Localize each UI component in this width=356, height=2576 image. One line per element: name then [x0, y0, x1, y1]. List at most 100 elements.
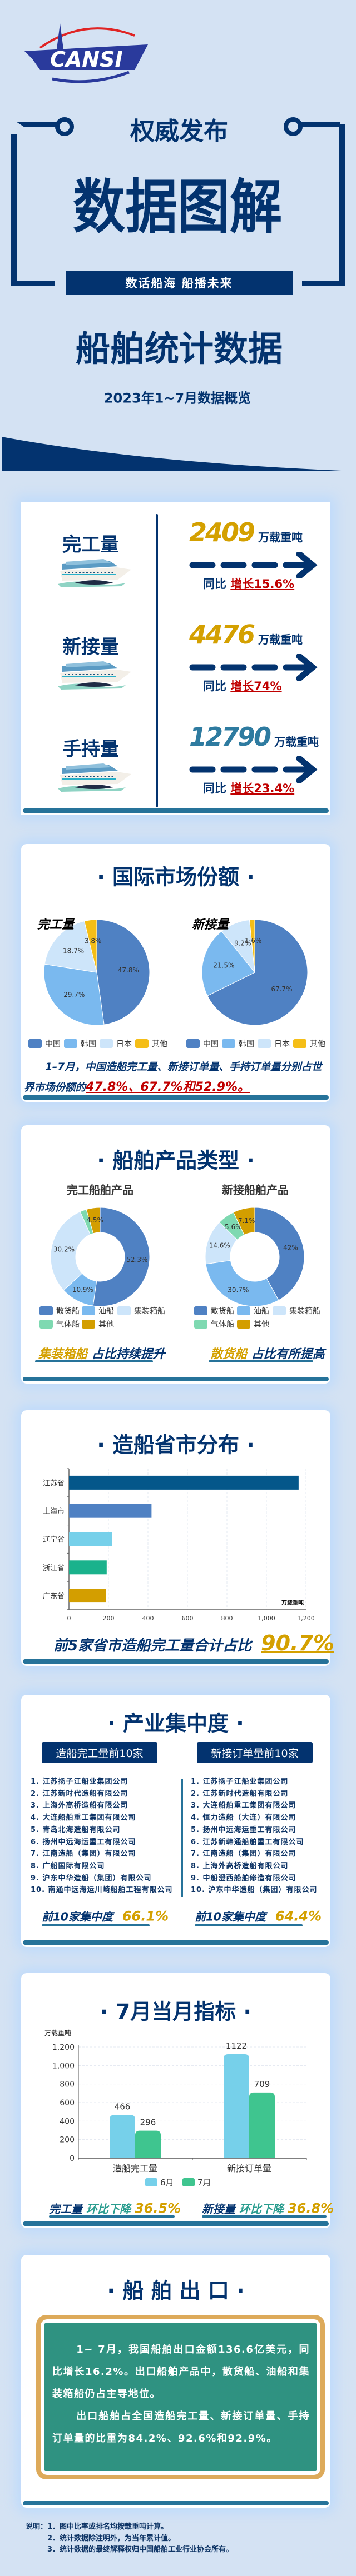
- card-bottom-bar: [23, 2221, 329, 2226]
- slice-其他: [249, 919, 255, 973]
- legend-label: 日本: [274, 1040, 290, 1049]
- section-title: · 船舶产品类型 ·: [97, 1148, 255, 1173]
- card-bottom-bar: [23, 808, 329, 813]
- company-list-item: 3. 大连船舶重工集团有限公司: [191, 1801, 296, 1810]
- provinces-bar-chart: 0 200 400 600 800 1,000 1,200 江苏省上海市辽宁省浙江省广东省万载…: [43, 1468, 315, 1622]
- yoy-change: 同比 增长23.4%: [203, 780, 294, 796]
- slogan-text: 数话船海 船播未来: [125, 277, 233, 290]
- slogan-banner: 数话船海 船播未来: [66, 271, 293, 295]
- tagline-right: 散货船 占比有所提高: [210, 1344, 325, 1362]
- legend-swatch: [39, 1306, 53, 1315]
- metric-label: 完工量: [62, 533, 119, 556]
- slice-label: 29.7%: [63, 991, 85, 999]
- slice-label: 5.6%: [225, 1223, 242, 1231]
- legend-label: 其他: [152, 1040, 167, 1049]
- cruise-ship-icon: [56, 660, 134, 692]
- unit-label: 万载重吨: [44, 2029, 71, 2037]
- company-list-item: 1. 江苏扬子江船业集团公司: [191, 1778, 289, 1786]
- card-bottom-bar: [23, 1377, 329, 1381]
- bar-6月-造船完工量: [110, 2115, 135, 2158]
- y-tick-label: 0: [70, 2154, 75, 2163]
- legend-label: 其他: [254, 1320, 269, 1329]
- note-item: 2．统计数据除注明外，为当年累计值。: [47, 2534, 176, 2543]
- summary-label: 前10家集中度: [42, 1910, 113, 1924]
- provinces-summary: 前5家省市造船完工量合计占比 90.7%: [53, 1631, 334, 1655]
- y-tick-label: 1,200: [52, 2043, 75, 2052]
- legend-item: 油船: [82, 1305, 114, 1316]
- legend-label: 韩国: [239, 1040, 254, 1049]
- category-label: 造船完工量: [113, 2163, 157, 2174]
- company-list-item: 10. 沪东中华造船（集团）有限公司: [191, 1886, 318, 1895]
- note-item: 1．图中比率或排名均按载重吨计算。: [47, 2523, 169, 2531]
- market-note-text: 1–7月，中国造船完工量、新接订单量、手持订单量分别占世界市场份额的: [24, 1061, 322, 1094]
- slice-label: 30.2%: [53, 1245, 75, 1253]
- yoy-prefix: 同比: [203, 577, 226, 591]
- tagline-highlight: 散货船: [210, 1347, 248, 1361]
- yoy-change: 同比 增长15.6%: [203, 575, 294, 592]
- company-list-item: 6. 扬州中远海运重工有限公司: [31, 1838, 136, 1846]
- slice-集装箱船: [50, 1211, 91, 1291]
- legend-label: 集装箱船: [134, 1307, 165, 1316]
- chart-title: 完工船舶产品: [67, 1183, 134, 1197]
- tagline-highlight: 集装箱船: [38, 1347, 88, 1361]
- footnotes: 说明： 1．图中比率或排名均按载重吨计算。 2．统计数据除注明外，为当年累计值。 3…: [26, 2522, 233, 2556]
- slice-label: 42%: [283, 1244, 298, 1251]
- metric-unit: 万载重吨: [274, 735, 319, 748]
- data-label: 709: [254, 2079, 270, 2089]
- market-note: 1–7月，中国造船完工量、新接订单量、手持订单量分别占世界市场份额的47.8%、…: [24, 1057, 328, 1098]
- tagline-value: 36.8%: [287, 2200, 334, 2216]
- slice-散货船: [92, 1207, 150, 1307]
- summary-label: 前10家集中度: [195, 1910, 266, 1924]
- legend-item: 集装箱船: [273, 1305, 320, 1316]
- legend-label: 油船: [254, 1307, 269, 1316]
- legend-label: 气体船: [211, 1320, 234, 1329]
- legend-item: 散货船: [194, 1305, 234, 1316]
- legend-swatch: [64, 1039, 77, 1048]
- underline: [49, 2215, 175, 2218]
- card-bottom-bar: [23, 1659, 329, 1664]
- company-list-item: 2. 江苏新时代造船有限公司: [31, 1789, 128, 1798]
- legend-swatch: [194, 1320, 207, 1329]
- metric-label: 新接量: [62, 636, 119, 658]
- product-types-card: · 船舶产品类型 · 完工船舶产品 新接船舶产品 52.3% 10.9% 30.2%…: [21, 1125, 330, 1384]
- x-tick-label: 1,200: [297, 1615, 315, 1622]
- legend-swatch: [194, 1306, 207, 1315]
- slice-label: 7.1%: [238, 1217, 255, 1225]
- export-paragraph: 出口船舶占全国造船完工量、新接订单量、手持订单量的比重为84.2%、92.6%和…: [52, 2410, 310, 2444]
- card-bottom-bar: [23, 2501, 329, 2505]
- tagline-label: 新接量: [202, 2202, 235, 2216]
- slice-其他: [233, 1207, 255, 1235]
- legend-swatch: [222, 1039, 235, 1048]
- metric-unit: 万载重吨: [258, 531, 303, 544]
- orders-top10-list: 1. 江苏扬子江船业集团公司 2. 江苏新时代造船有限公司 3. 大连船舶重工集团有…: [191, 1776, 318, 1896]
- slice-韩国: [43, 963, 105, 1026]
- slice-日本: [44, 921, 97, 973]
- yoy-value: 增长23.4%: [230, 782, 295, 795]
- metric-value: 4476: [189, 620, 255, 650]
- period-text: 2023年1~7月数据概览: [103, 390, 251, 406]
- underline: [42, 1924, 150, 1926]
- legend-swatch: [145, 2178, 157, 2186]
- legend-swatch: [117, 1306, 131, 1315]
- metric-value-row: 2409 万载重吨: [189, 517, 303, 547]
- tagline-text: 占比有所提高: [247, 1347, 325, 1361]
- company-list-item: 6. 江苏新韩通船舶重工有限公司: [191, 1838, 304, 1846]
- tagline-text: 占比持续提升: [87, 1347, 165, 1361]
- tagline-text: 环比下降: [86, 2202, 131, 2216]
- legend-label: 6月: [160, 2178, 174, 2188]
- july-indicators-card: · 7月当月指标 · 万载重吨 0 200 400 600 800 1,000 1,200 46…: [21, 1973, 334, 2228]
- summary-value: 90.7%: [261, 1631, 334, 1655]
- svg-text:CANSI: CANSI: [50, 47, 123, 72]
- legend-swatch: [237, 1306, 250, 1315]
- category-label: 广东省: [43, 1592, 65, 1601]
- slice-label: 30.7%: [228, 1286, 249, 1294]
- yoy-prefix: 同比: [203, 782, 226, 795]
- yoy-value: 增长15.6%: [230, 577, 295, 591]
- company-list-item: 7. 江南造船（集团）有限公司: [31, 1850, 136, 1859]
- bar-广东省: [69, 1589, 106, 1603]
- legend-label: 散货船: [56, 1307, 80, 1316]
- note-item: 3．统计数据的最终解释权归中国船舶工业行业协会所有。: [47, 2545, 234, 2554]
- company-list-item: 8. 广船国际有限公司: [31, 1861, 105, 1870]
- legend-item: 其他: [293, 1038, 325, 1049]
- chart-title: 完工量: [37, 918, 75, 932]
